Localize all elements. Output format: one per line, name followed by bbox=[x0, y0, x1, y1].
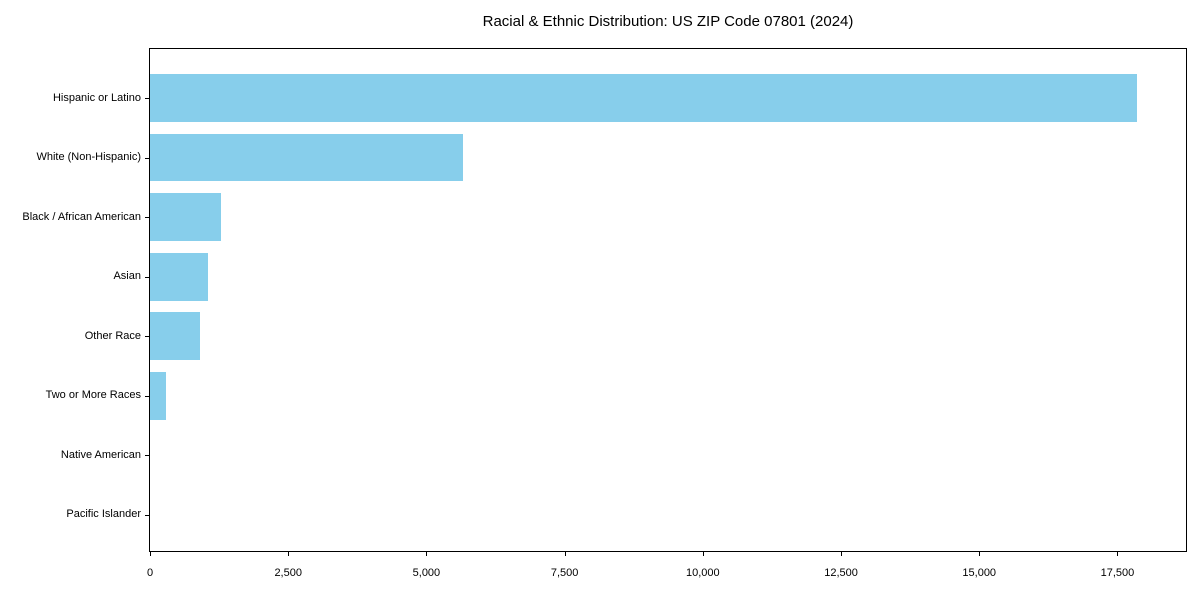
y-tick-label-pacific-islander: Pacific Islander bbox=[66, 508, 141, 521]
y-tick-mark bbox=[145, 98, 149, 99]
x-tick-mark bbox=[702, 552, 704, 556]
x-tick-mark bbox=[288, 552, 290, 556]
bar-two-or-more-races bbox=[150, 372, 167, 420]
bar-white-non-hispanic bbox=[150, 133, 463, 182]
bar-hispanic-or-latino bbox=[150, 74, 1137, 122]
x-tick-label-2500: 2,500 bbox=[274, 567, 302, 579]
y-tick-mark bbox=[145, 336, 149, 338]
x-tick-label-5000: 5,000 bbox=[412, 567, 441, 579]
y-tick-mark bbox=[145, 514, 149, 516]
x-tick-label-10000: 10,000 bbox=[686, 567, 720, 579]
y-tick-mark bbox=[145, 157, 149, 159]
y-tick-mark bbox=[145, 395, 149, 397]
y-tick-label-native-american: Native American bbox=[60, 448, 141, 461]
x-tick-label-7500: 7,500 bbox=[550, 567, 579, 579]
plot-area bbox=[149, 48, 1187, 552]
x-tick-mark bbox=[150, 552, 151, 556]
x-tick-mark bbox=[426, 552, 428, 556]
y-tick-label-two-or-more-races: Two or More Races bbox=[45, 389, 141, 402]
y-tick-mark bbox=[145, 217, 149, 219]
x-tick-mark bbox=[841, 552, 843, 556]
x-tick-label-15000: 15,000 bbox=[962, 567, 997, 579]
x-tick-label-0: 0 bbox=[146, 567, 154, 579]
y-tick-label-asian: Asian bbox=[113, 270, 141, 283]
y-tick-label-white-non-hispanic: White (Non-Hispanic) bbox=[36, 151, 141, 164]
bar-asian bbox=[150, 252, 209, 301]
y-tick-label-hispanic-or-latino: Hispanic or Latino bbox=[52, 91, 141, 104]
y-tick-label-other-race: Other Race bbox=[84, 329, 141, 342]
y-tick-mark bbox=[145, 455, 149, 457]
y-tick-mark bbox=[145, 276, 149, 278]
x-tick-mark bbox=[1117, 552, 1119, 556]
chart-title: Racial & Ethnic Distribution: US ZIP Cod… bbox=[482, 13, 854, 30]
y-tick-label-black-african-american: Black / African American bbox=[22, 210, 141, 223]
x-tick-mark bbox=[564, 552, 566, 556]
x-tick-mark bbox=[979, 552, 981, 556]
x-tick-label-17500: 17,500 bbox=[1100, 567, 1135, 579]
bar-black-african-american bbox=[150, 193, 221, 241]
bar-other-race bbox=[150, 312, 200, 361]
x-tick-label-12500: 12,500 bbox=[824, 567, 858, 579]
